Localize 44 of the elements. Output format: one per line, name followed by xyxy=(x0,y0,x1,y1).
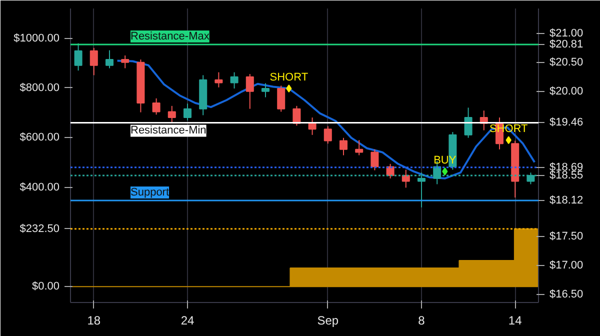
y2-tick-label: $600.00 xyxy=(20,132,60,144)
y-tick-label: $16.50 xyxy=(550,288,584,300)
y-tick-label: $20.00 xyxy=(550,85,584,98)
candlestick xyxy=(90,47,98,76)
candlestick xyxy=(152,98,160,116)
x-tick-label: Sep xyxy=(317,314,339,328)
x-tick-label: 24 xyxy=(180,314,194,328)
candlestick xyxy=(370,148,379,171)
y-tick-label: $17.50 xyxy=(550,230,584,242)
y2-tick-label: $800.00 xyxy=(20,82,60,94)
candlestick xyxy=(324,126,332,144)
y2-tick-label: $1000.00 xyxy=(14,32,60,44)
candlestick xyxy=(168,105,176,123)
candlestick xyxy=(121,54,130,69)
y2-tick-label: $232.50 xyxy=(20,222,60,235)
y-tick-label: $19.46 xyxy=(550,116,584,129)
y-tick-label: $17.00 xyxy=(550,259,584,272)
candlestick xyxy=(339,137,348,156)
candlestick xyxy=(246,74,254,110)
ref-line-label: Support xyxy=(130,186,170,198)
candlestick xyxy=(292,105,301,126)
candlestick xyxy=(183,103,192,121)
candlestick xyxy=(402,169,410,188)
candlestick xyxy=(74,42,82,72)
ref-line-label: Resistance-Min xyxy=(130,124,206,137)
candlestick xyxy=(261,82,270,98)
ref-line-label: Resistance-Max xyxy=(130,30,210,42)
y-tick-label: $20.81 xyxy=(550,38,584,50)
candlestick xyxy=(105,50,114,69)
candlestick xyxy=(214,72,223,88)
x-tick-label: 18 xyxy=(87,314,101,328)
y2-tick-label: $400.00 xyxy=(20,181,60,194)
annotation: SHORT xyxy=(270,72,308,84)
y2-tick-label: $0.00 xyxy=(32,280,60,293)
y-tick-label: $20.50 xyxy=(550,56,584,68)
candlestick xyxy=(355,140,364,156)
candlestick xyxy=(277,85,286,112)
candlestick xyxy=(230,72,238,90)
x-tick-label: 8 xyxy=(418,314,426,328)
y-tick-label: $18.12 xyxy=(550,194,584,206)
y-tick-label: $18.55 xyxy=(550,170,584,182)
y-tick-label: $21.00 xyxy=(550,27,584,40)
x-tick-label: 14 xyxy=(508,314,522,328)
candlestick xyxy=(464,107,472,138)
